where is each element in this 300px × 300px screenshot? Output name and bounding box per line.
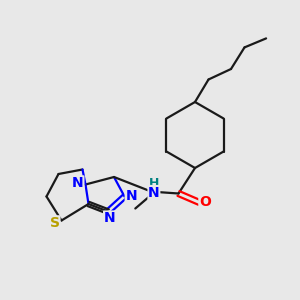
- Text: N: N: [104, 211, 115, 225]
- Text: O: O: [199, 196, 211, 209]
- Text: N: N: [148, 186, 160, 200]
- Text: N: N: [125, 190, 137, 203]
- Text: N: N: [72, 176, 84, 190]
- Text: S: S: [50, 216, 60, 230]
- Text: H: H: [149, 177, 159, 190]
